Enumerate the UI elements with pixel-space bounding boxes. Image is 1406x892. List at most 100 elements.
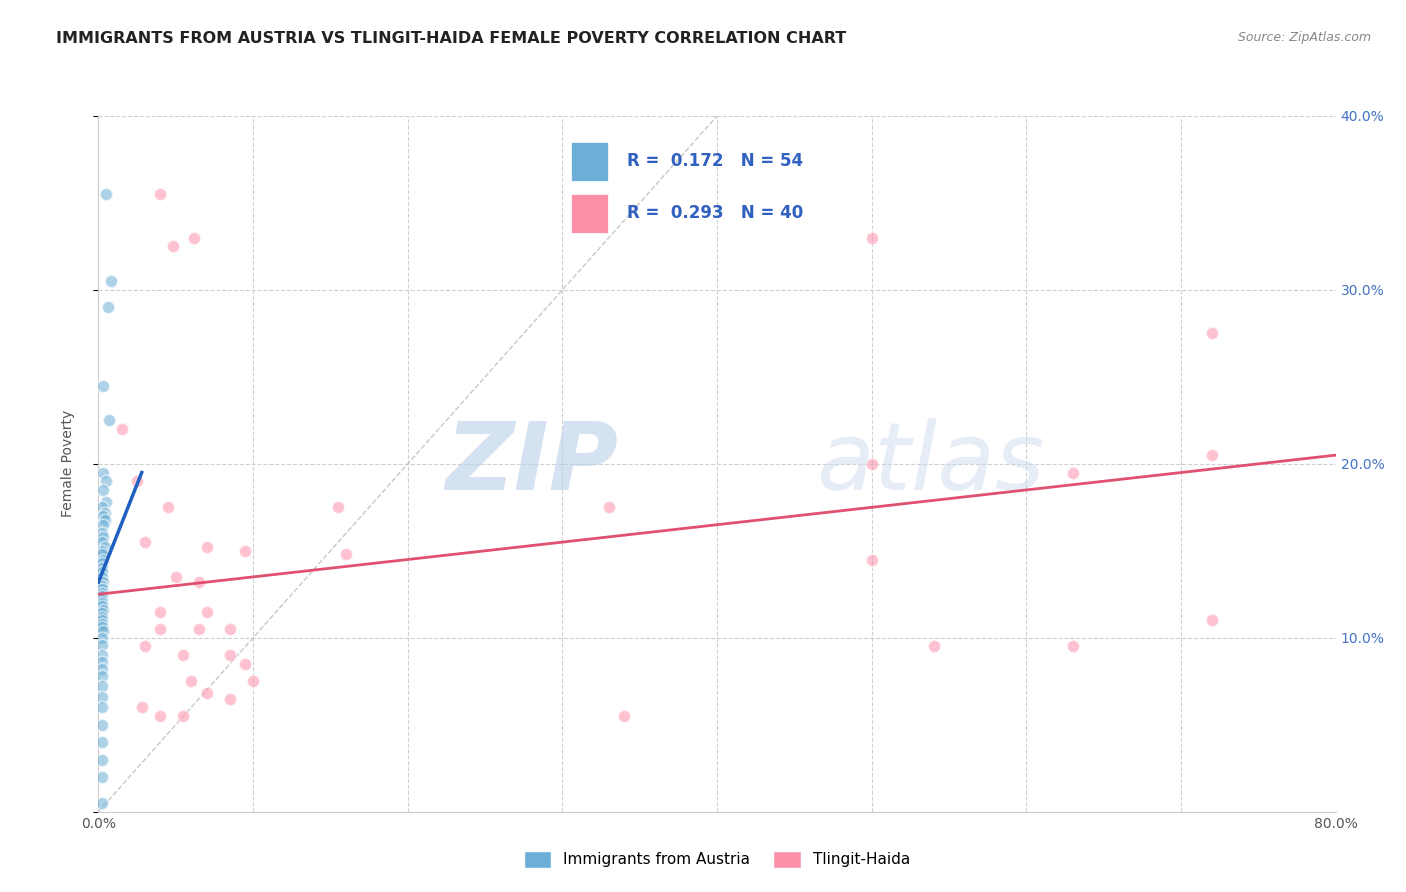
Point [1062, 466, 1084, 480]
Point [91, 483, 114, 497]
Point [91, 624, 114, 638]
Point [90, 543, 112, 558]
Point [96, 187, 118, 202]
Point [219, 691, 242, 706]
Point [93, 541, 115, 555]
Point [90, 620, 112, 634]
Point [335, 547, 357, 561]
Point [90, 585, 112, 599]
Text: atlas: atlas [815, 418, 1045, 509]
Point [98, 413, 121, 427]
Text: R =  0.293   N = 40: R = 0.293 N = 40 [627, 204, 803, 222]
Point [93, 506, 115, 520]
Point [90, 578, 112, 592]
Point [613, 709, 636, 723]
Point [188, 622, 211, 636]
Point [860, 457, 883, 471]
Point [149, 187, 172, 202]
Point [90, 638, 112, 652]
Point [91, 603, 114, 617]
Y-axis label: Female Poverty: Female Poverty [60, 410, 75, 517]
Point [149, 622, 172, 636]
Point [165, 570, 187, 584]
Point [235, 543, 257, 558]
Point [90, 535, 112, 549]
Point [219, 622, 242, 636]
Point [157, 500, 180, 515]
Point [91, 552, 114, 566]
Point [97, 300, 120, 315]
Point [91, 466, 114, 480]
Point [242, 674, 264, 689]
Point [183, 230, 205, 244]
Bar [571, 194, 609, 233]
Point [90, 648, 112, 662]
Point [1201, 448, 1223, 462]
Text: Source: ZipAtlas.com: Source: ZipAtlas.com [1237, 31, 1371, 45]
Point [326, 500, 350, 515]
Point [922, 640, 945, 654]
Point [598, 500, 620, 515]
Point [96, 495, 118, 509]
Text: R =  0.172   N = 54: R = 0.172 N = 54 [627, 153, 803, 170]
Point [90, 700, 112, 714]
Point [195, 605, 218, 619]
Point [90, 614, 112, 628]
Point [91, 530, 114, 544]
Point [180, 674, 202, 689]
Point [860, 552, 883, 566]
Point [1201, 614, 1223, 628]
Point [90, 690, 112, 704]
Point [90, 631, 112, 645]
Text: ZIP: ZIP [446, 417, 619, 510]
Point [90, 607, 112, 621]
Point [188, 575, 211, 590]
Point [90, 662, 112, 676]
Point [134, 640, 156, 654]
Point [90, 669, 112, 683]
Point [90, 565, 112, 579]
Point [195, 541, 218, 555]
Text: IMMIGRANTS FROM AUSTRIA VS TLINGIT-HAIDA FEMALE POVERTY CORRELATION CHART: IMMIGRANTS FROM AUSTRIA VS TLINGIT-HAIDA… [56, 31, 846, 46]
Point [90, 735, 112, 749]
Point [90, 596, 112, 610]
Point [90, 561, 112, 575]
Point [1201, 326, 1223, 341]
Point [219, 648, 242, 662]
Point [860, 230, 883, 244]
Point [90, 526, 112, 541]
Point [90, 796, 112, 810]
Point [96, 474, 118, 488]
Point [235, 657, 257, 671]
Point [93, 512, 115, 526]
Point [90, 717, 112, 731]
Point [134, 535, 156, 549]
Point [90, 655, 112, 669]
Bar [571, 142, 609, 181]
Legend: Immigrants from Austria, Tlingit-Haida: Immigrants from Austria, Tlingit-Haida [517, 845, 917, 873]
Point [90, 770, 112, 784]
Point [111, 422, 134, 436]
Point [91, 508, 114, 523]
Point [91, 575, 114, 590]
Point [91, 378, 114, 392]
Point [90, 582, 112, 596]
Point [90, 610, 112, 624]
Point [131, 700, 153, 714]
Point [173, 648, 195, 662]
Point [195, 686, 218, 700]
Point [90, 570, 112, 584]
Point [90, 556, 112, 570]
Point [127, 474, 149, 488]
Point [90, 680, 112, 694]
Point [91, 517, 114, 532]
Point [149, 709, 172, 723]
Point [90, 592, 112, 607]
Point [90, 599, 112, 614]
Point [100, 274, 122, 288]
Point [173, 709, 195, 723]
Point [162, 239, 184, 253]
Point [90, 589, 112, 603]
Point [90, 547, 112, 561]
Point [90, 500, 112, 515]
